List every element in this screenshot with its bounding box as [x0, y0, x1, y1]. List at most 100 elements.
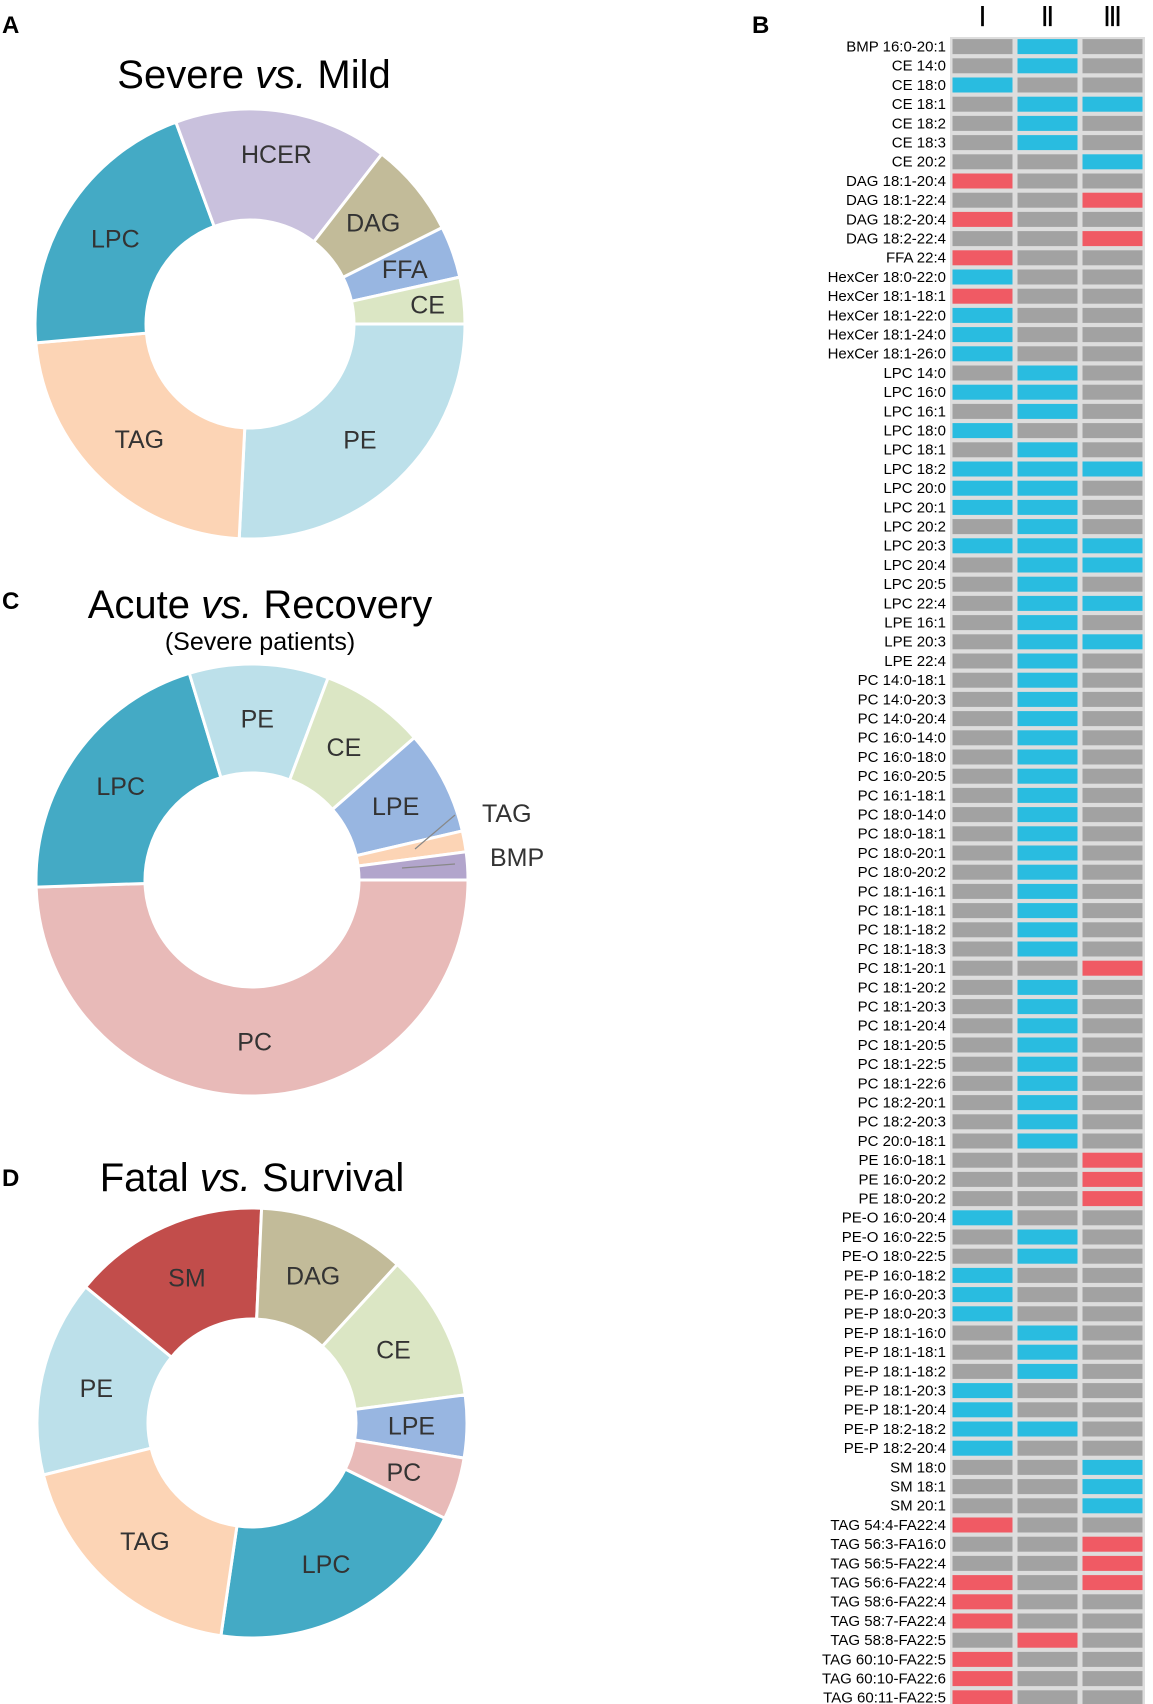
heatmap-cell	[952, 960, 1013, 976]
row-label: PC 14:0-18:1	[858, 672, 946, 689]
row-label: SM 18:1	[890, 1479, 946, 1496]
heatmap-cell	[1082, 1651, 1143, 1667]
heatmap-cell	[1017, 39, 1078, 55]
heatmap-cell	[1017, 115, 1078, 131]
heatmap-cell	[1017, 941, 1078, 957]
row-label: TAG 60:10-FA22:5	[822, 1651, 946, 1668]
heatmap-cell	[1082, 999, 1143, 1015]
heatmap-cell	[1017, 711, 1078, 727]
title-part-italic: vs.	[255, 53, 306, 97]
heatmap-cell	[1082, 1344, 1143, 1360]
heatmap-cell	[1017, 423, 1078, 439]
heatmap-cell	[1017, 1344, 1078, 1360]
heatmap-cell	[952, 557, 1013, 573]
heatmap-cell	[1082, 960, 1143, 976]
heatmap-cell	[1017, 653, 1078, 669]
pie-slice-bmp	[356, 850, 470, 882]
callout-line-tag	[414, 814, 456, 850]
row-label: PE-P 18:2-20:4	[844, 1440, 946, 1457]
heatmap-cell	[1017, 403, 1078, 419]
heatmap-cell	[952, 173, 1013, 189]
row-label: PC 18:1-16:1	[858, 883, 946, 900]
heatmap-cell	[1017, 1210, 1078, 1226]
heatmap-cell	[1082, 941, 1143, 957]
heatmap-cell	[1082, 307, 1143, 323]
heatmap-cell	[1017, 826, 1078, 842]
row-label: CE 14:0	[892, 58, 946, 75]
heatmap-cell	[952, 499, 1013, 515]
heatmap-cell	[1082, 1690, 1143, 1704]
heatmap-cell	[1082, 557, 1143, 573]
title-part-italic: vs.	[201, 583, 252, 627]
heatmap-cell	[1017, 1690, 1078, 1704]
heatmap-cell	[1082, 173, 1143, 189]
heatmap-cell	[952, 1191, 1013, 1207]
callout-line-bmp	[401, 863, 456, 869]
heatmap-cell	[1017, 269, 1078, 285]
row-label: TAG 56:3-FA16:0	[830, 1536, 946, 1553]
heatmap-cell	[1082, 327, 1143, 343]
heatmap-cell	[1082, 39, 1143, 55]
heatmap-cell	[1017, 461, 1078, 477]
heatmap-cell	[1082, 1018, 1143, 1034]
heatmap-cell	[1082, 58, 1143, 74]
row-label: CE 20:2	[892, 154, 946, 171]
heatmap-cell	[952, 423, 1013, 439]
heatmap-cell	[1082, 653, 1143, 669]
heatmap-cell	[1017, 672, 1078, 688]
heatmap-cell	[952, 1651, 1013, 1667]
heatmap-cell	[1082, 288, 1143, 304]
slice-label-bmp: BMP	[490, 844, 544, 872]
row-label: HexCer 18:1-24:0	[828, 327, 946, 344]
heatmap-cell	[1017, 1363, 1078, 1379]
pie-slice-hcer	[173, 107, 384, 244]
heatmap-cell	[1017, 1191, 1078, 1207]
heatmap-cell	[952, 1267, 1013, 1283]
heatmap-cell	[1082, 730, 1143, 746]
heatmap-cell	[1082, 423, 1143, 439]
heatmap-cell	[1082, 1402, 1143, 1418]
row-label: PC 16:0-14:0	[858, 730, 946, 747]
row-label: TAG 58:8-FA22:5	[830, 1632, 946, 1649]
row-label: PE-P 16:0-18:2	[844, 1267, 946, 1284]
heatmap-cell	[1082, 1075, 1143, 1091]
heatmap-cell	[952, 1114, 1013, 1130]
row-label: PE-P 18:2-18:2	[844, 1421, 946, 1438]
pie-slice-pc	[34, 878, 470, 1098]
row-label: LPC 20:1	[883, 499, 946, 516]
heatmap-cell	[1017, 1171, 1078, 1187]
heatmap-cell	[1017, 557, 1078, 573]
heatmap-cell	[952, 346, 1013, 362]
row-label: LPE 22:4	[884, 653, 946, 670]
heatmap-cell	[952, 1555, 1013, 1571]
pie-slice-sm	[83, 1206, 264, 1360]
row-label: PC 18:1-18:3	[858, 941, 946, 958]
heatmap-cell	[1082, 1383, 1143, 1399]
heatmap-cell	[1017, 519, 1078, 535]
heatmap-cell	[1017, 845, 1078, 861]
heatmap-cell	[952, 999, 1013, 1015]
row-label: LPC 18:1	[883, 442, 946, 459]
heatmap-cell	[1082, 1306, 1143, 1322]
heatmap-cell	[1082, 1421, 1143, 1437]
heatmap-cell	[1017, 480, 1078, 496]
heatmap-cell	[1082, 1191, 1143, 1207]
column-header: Ⅱ	[1041, 1, 1055, 32]
slice-label-pc: PC	[386, 1459, 421, 1487]
heatmap-cell	[1082, 768, 1143, 784]
heatmap-cell	[1082, 96, 1143, 112]
heatmap-cell	[1017, 691, 1078, 707]
slice-label-tag: TAG	[115, 426, 165, 454]
heatmap-cell	[952, 135, 1013, 151]
column-header: Ⅲ	[1103, 1, 1122, 32]
slice-label-ce: CE	[327, 734, 362, 762]
heatmap-cell	[1017, 499, 1078, 515]
slice-label-lpc: LPC	[302, 1551, 351, 1579]
heatmap-cell	[1082, 749, 1143, 765]
heatmap-cell	[952, 58, 1013, 74]
row-label: TAG 58:6-FA22:4	[830, 1594, 946, 1611]
row-label: PE 16:0-20:2	[858, 1171, 946, 1188]
row-label: PE-P 18:1-16:0	[844, 1325, 946, 1342]
heatmap-cell	[952, 327, 1013, 343]
